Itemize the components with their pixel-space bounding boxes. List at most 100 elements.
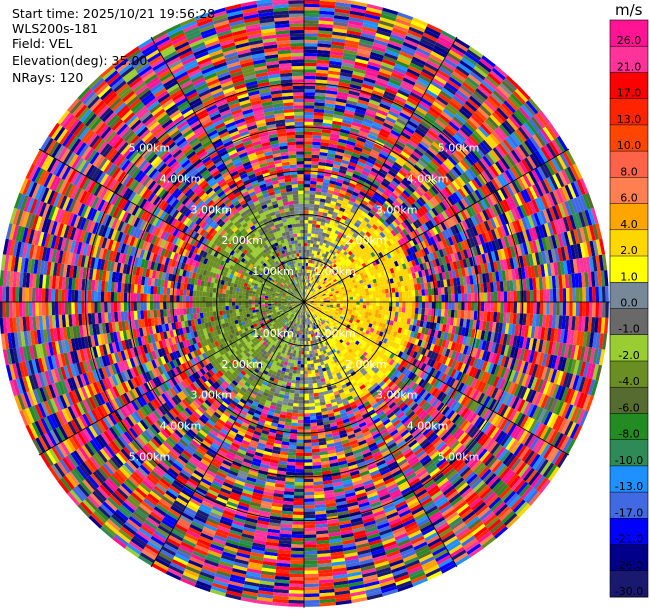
velocity-gate [319,4,336,9]
velocity-gate [314,282,318,287]
velocity-gate [390,192,399,200]
velocity-gate [304,82,316,86]
velocity-gate [336,199,343,205]
velocity-gate [304,210,309,214]
velocity-gate [304,292,306,296]
velocity-gate [343,49,358,56]
velocity-gate [334,230,340,235]
velocity-gate [306,297,309,300]
velocity-gate [304,259,307,263]
velocity-gate [328,207,335,212]
velocity-gate [399,134,410,143]
velocity-gate [353,214,360,220]
velocity-gate [390,104,403,113]
velocity-gate [539,302,544,315]
velocity-gate [448,49,463,60]
velocity-gate [345,258,351,263]
velocity-gate [407,185,416,193]
velocity-gate [312,243,317,248]
velocity-gate [425,132,436,142]
velocity-gate [427,129,439,139]
velocity-gate [440,30,457,41]
velocity-gate [358,176,367,183]
velocity-gate [388,40,403,48]
velocity-gate [359,307,363,312]
velocity-gate [341,215,348,221]
velocity-gate [315,287,318,291]
velocity-gate [417,77,431,87]
velocity-gate [320,145,329,150]
velocity-gate [457,310,462,319]
velocity-gate [490,302,495,312]
velocity-gate [421,295,426,302]
velocity-gate [423,91,437,102]
velocity-gate [309,279,312,284]
velocity-gate [348,161,357,168]
velocity-gate [348,20,364,27]
velocity-gate [315,76,328,81]
velocity-gate [323,116,334,121]
velocity-gate [304,223,309,227]
velocity-gate [340,65,354,72]
velocity-gate [456,110,469,122]
velocity-gate [416,47,431,57]
velocity-gate [334,8,351,14]
velocity-gate [392,306,396,312]
velocity-gate [306,282,309,286]
velocity-gate [304,295,306,299]
velocity-gate [361,26,377,33]
velocity-gate [363,225,370,232]
velocity-gate [318,158,327,163]
velocity-gate [320,266,324,271]
velocity-gate [439,33,455,44]
velocity-gate [369,209,377,216]
velocity-gate [357,246,363,252]
velocity-gate [311,154,320,159]
velocity-gate [377,285,382,291]
velocity-gate [325,90,338,95]
velocity-gate [411,307,416,314]
velocity-gate [304,36,318,41]
velocity-gate [395,306,399,312]
velocity-gate [359,230,366,237]
velocity-gate [304,52,317,57]
velocity-gate [316,59,330,64]
velocity-gate [375,290,379,295]
velocity-gate [407,120,419,129]
velocity-gate [342,180,350,186]
velocity-gate [343,297,347,300]
velocity-gate [368,308,373,313]
velocity-gate [345,143,355,150]
velocity-gate [316,241,321,245]
velocity-gate [562,288,567,302]
velocity-gate [331,228,336,234]
velocity-gate [470,114,483,126]
velocity-gate [345,39,360,46]
velocity-gate [313,112,324,117]
velocity-gate [359,155,368,162]
velocity-gate [304,220,309,224]
velocity-gate [385,87,398,96]
velocity-gate [361,121,373,128]
velocity-gate [457,129,469,140]
velocity-gate [304,65,317,70]
velocity-gate [486,311,491,322]
velocity-gate [320,274,324,279]
velocity-gate [424,165,434,175]
velocity-gate [317,280,321,285]
velocity-gate [308,294,311,298]
velocity-gate [380,13,397,22]
velocity-gate [333,298,337,301]
velocity-gate [350,253,356,259]
velocity-gate [438,113,451,124]
velocity-gate [309,203,315,208]
velocity-gate [304,46,318,50]
velocity-gate [366,203,374,210]
velocity-gate [358,42,373,49]
velocity-gate [306,272,309,277]
velocity-gate [373,143,383,151]
velocity-gate [313,286,317,290]
velocity-gate [450,118,462,129]
velocity-gate [362,185,370,192]
velocity-gate [433,155,444,166]
